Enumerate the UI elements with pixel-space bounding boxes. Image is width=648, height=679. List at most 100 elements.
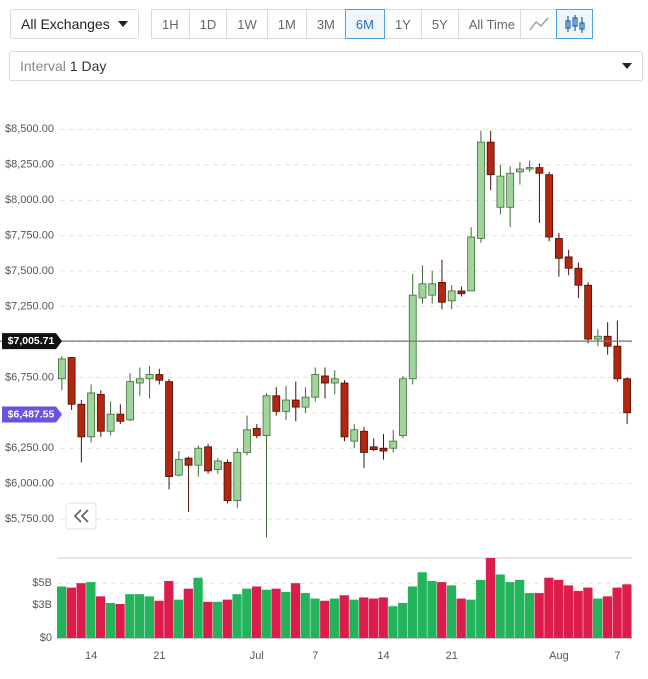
range-button[interactable]: 5Y — [420, 9, 459, 39]
candle-body — [301, 396, 310, 408]
candle-body — [623, 378, 632, 414]
range-button[interactable]: 3M — [305, 9, 346, 39]
candle-body — [389, 440, 398, 449]
volume-bar — [485, 558, 496, 638]
range-button[interactable]: 1W — [226, 9, 268, 39]
volume-bar — [232, 594, 242, 638]
candle-body — [311, 374, 320, 398]
volume-bar — [329, 598, 340, 638]
candle-body — [360, 430, 368, 453]
y-tick-label: $6,500.00 — [5, 407, 54, 419]
candle-body — [213, 460, 222, 470]
line-icon — [528, 17, 549, 31]
volume-bar — [495, 574, 505, 638]
candle-body — [106, 413, 115, 432]
volume-bar — [86, 582, 96, 638]
interval-dropdown[interactable]: Interval 1 Day — [9, 51, 643, 81]
x-tick-label: 14 — [85, 650, 97, 662]
x-tick-label: 21 — [153, 650, 165, 662]
exchange-dropdown[interactable]: All Exchanges — [10, 9, 139, 39]
volume-tick-label: $0 — [40, 632, 52, 644]
chart-type-selector — [520, 9, 593, 39]
volume-bar — [271, 588, 281, 638]
candle-body — [379, 447, 388, 452]
volume-bar — [417, 572, 427, 638]
y-tick-label: $7,000.00 — [5, 336, 54, 348]
range-button[interactable]: 1Y — [383, 9, 422, 39]
candle-body — [145, 374, 154, 380]
volume-bar — [57, 586, 67, 638]
candle-chart-button[interactable] — [556, 9, 593, 39]
candle-body — [428, 283, 437, 296]
candle-body — [77, 403, 86, 438]
volume-bar — [583, 587, 593, 638]
range-button[interactable]: All Time — [457, 9, 526, 39]
volume-bar — [534, 593, 544, 638]
scroll-back-icon — [73, 509, 89, 523]
volume-bar — [76, 583, 86, 638]
candle-body — [369, 446, 378, 451]
line-chart-button[interactable] — [520, 9, 557, 39]
range-button[interactable]: 1M — [266, 9, 307, 39]
y-tick-label: $6,000.00 — [5, 478, 54, 490]
volume-bar — [398, 602, 408, 638]
candle-body — [57, 358, 66, 380]
candle-body — [282, 399, 290, 412]
y-tick-label: $7,750.00 — [5, 230, 54, 242]
candle-body — [262, 395, 271, 436]
volume-bar — [466, 599, 476, 638]
candle-body — [408, 294, 417, 380]
volume-bar — [427, 581, 437, 638]
volume-bar — [144, 596, 154, 638]
volume-bar — [115, 604, 125, 638]
y-tick-label: $7,500.00 — [5, 265, 54, 277]
volume-bar — [602, 596, 613, 638]
range-button[interactable]: 1H — [151, 9, 190, 39]
volume-bar — [593, 598, 603, 638]
interval-label: Interval — [20, 58, 66, 74]
candle-body — [184, 457, 193, 466]
y-tick-label: $8,000.00 — [5, 194, 54, 206]
candle-body — [496, 175, 505, 208]
candle-body — [233, 452, 242, 502]
volume-bar — [212, 601, 223, 638]
dropdown-caret — [118, 21, 128, 27]
volume-bar — [242, 588, 252, 638]
volume-bar — [193, 577, 203, 638]
candle-body — [204, 446, 212, 472]
x-tick-label: Jul — [250, 650, 264, 662]
y-tick-label: $6,250.00 — [5, 442, 54, 454]
volume-bar — [320, 600, 330, 638]
volume-bar — [378, 597, 388, 638]
candle-body — [126, 381, 134, 421]
candle-body — [165, 381, 173, 477]
candle-body — [555, 238, 563, 259]
candle-body — [116, 413, 125, 422]
candle-body — [272, 395, 281, 412]
x-tick-label: Aug — [549, 650, 569, 662]
volume-bar — [524, 593, 535, 638]
volume-bar — [622, 584, 632, 638]
volume-bar — [476, 579, 486, 638]
volume-bar — [66, 587, 76, 638]
range-button[interactable]: 6M — [344, 9, 385, 39]
x-tick-label: 7 — [614, 650, 620, 662]
candle-body — [399, 378, 407, 436]
range-button[interactable]: 1D — [188, 9, 228, 39]
volume-bar — [300, 593, 310, 638]
candle-body — [340, 382, 349, 438]
interval-value: 1 Day — [69, 58, 107, 74]
candle-body — [330, 378, 339, 384]
scroll-back-button[interactable] — [65, 502, 97, 530]
volume-bar — [154, 600, 164, 638]
candle-body — [516, 168, 524, 173]
candle-body — [486, 141, 495, 176]
volume-bar — [173, 599, 184, 638]
volume-bar — [446, 585, 457, 638]
volume-bar — [554, 579, 564, 638]
price-badge-label: $7,005.71 — [8, 335, 55, 347]
volume-bar — [359, 597, 369, 638]
candle-body — [418, 283, 427, 299]
